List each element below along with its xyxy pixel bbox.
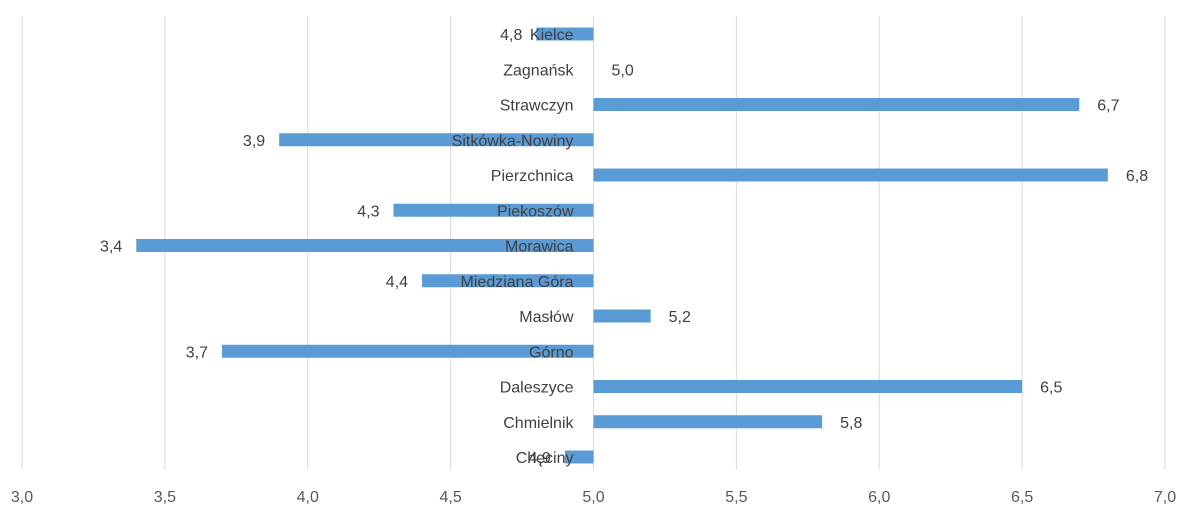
x-tick-label: 5,5: [725, 489, 747, 506]
x-tick-label: 4,5: [440, 489, 462, 506]
data-label: 3,7: [186, 344, 208, 361]
bar: [594, 169, 1108, 182]
category-label: Daleszyce: [500, 380, 574, 397]
x-tick-label: 5,0: [582, 489, 604, 506]
bar: [594, 415, 823, 428]
data-label: 6,8: [1126, 168, 1148, 185]
x-tick-label: 3,5: [154, 489, 176, 506]
data-label: 5,0: [612, 62, 634, 79]
data-label: 4,3: [357, 203, 379, 220]
x-tick-label: 7,0: [1154, 489, 1176, 506]
data-label: 6,5: [1040, 380, 1062, 397]
category-label: Piekoszów: [497, 203, 574, 220]
data-label: 3,4: [100, 239, 122, 256]
data-label: 6,7: [1097, 98, 1119, 115]
data-label: 4,9: [529, 450, 551, 467]
data-label: 4,8: [500, 27, 522, 44]
x-tick-label: 4,0: [297, 489, 319, 506]
category-label: Zagnańsk: [503, 62, 574, 79]
bars: [136, 28, 1108, 464]
category-label: Miedziana Góra: [461, 274, 574, 291]
x-tick-label: 3,0: [11, 489, 33, 506]
data-label: 5,2: [669, 309, 691, 326]
category-label: Masłów: [519, 309, 574, 326]
category-label: Chmielnik: [503, 415, 574, 432]
data-label: 5,8: [840, 415, 862, 432]
x-tick-label: 6,0: [868, 489, 890, 506]
category-label: Pierzchnica: [491, 168, 574, 185]
x-tick-label: 6,5: [1011, 489, 1033, 506]
category-label: Sitkówka-Nowiny: [452, 133, 574, 150]
data-label: 4,4: [386, 274, 408, 291]
bar: [594, 380, 1023, 393]
category-label: Strawczyn: [500, 98, 574, 115]
category-label: Morawica: [505, 239, 574, 256]
category-label: Górno: [529, 344, 574, 361]
x-axis: 3,0 3,5 4,0 4,5 5,0 5,5 6,0 6,5 7,0: [11, 489, 1176, 506]
data-label: 3,9: [243, 133, 265, 150]
bar: [594, 310, 651, 323]
bar: [594, 98, 1080, 111]
category-label: Kielce: [530, 27, 574, 44]
